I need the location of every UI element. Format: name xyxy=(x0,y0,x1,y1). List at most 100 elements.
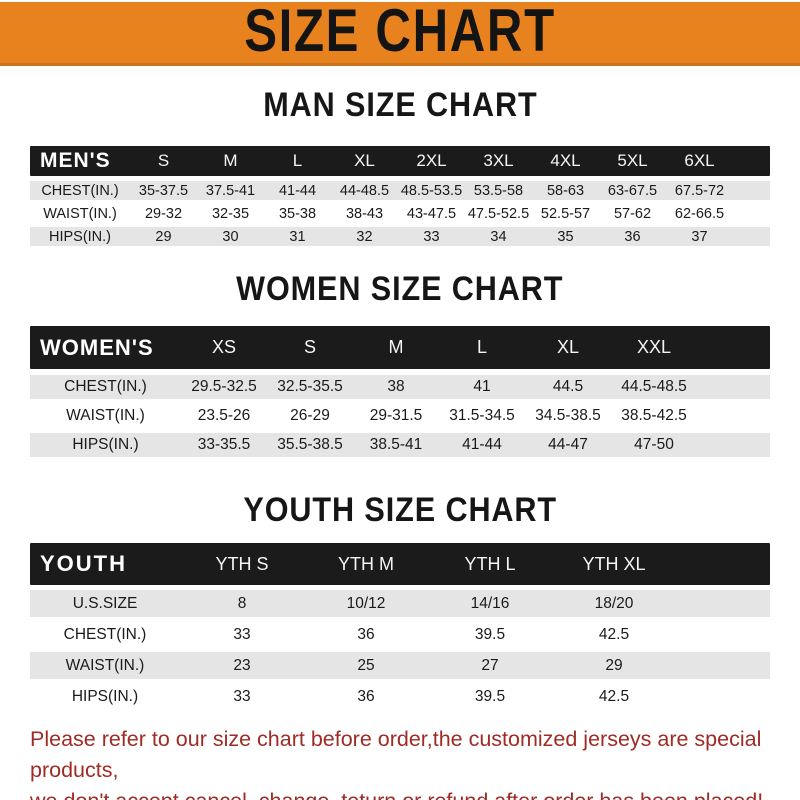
banner-title: SIZE CHART xyxy=(244,0,556,64)
size-value-cell: 43-47.5 xyxy=(406,205,457,222)
size-value-cell: 36 xyxy=(357,687,375,705)
size-row: HIPS(IN.) 33-35.5 35.5-38.5 38.5-41 41-44 44-… xyxy=(30,433,770,457)
column-header-cell: YTH L xyxy=(464,553,516,574)
banner: SIZE CHART xyxy=(0,0,800,66)
women-size-table: WOMEN'S XS S M L XL XXL CHEST(IN.) 29.5-32.5 32.5… xyxy=(30,326,770,457)
size-value-cell: 36 xyxy=(624,228,641,245)
size-value-cell: 32 xyxy=(356,228,373,245)
size-value-cell: 62-66.5 xyxy=(674,205,725,222)
size-value-cell: 41-44 xyxy=(462,436,502,453)
size-value-cell: 29-32 xyxy=(144,205,183,222)
column-header-cell: XL xyxy=(556,337,580,357)
row-label-cell: WAIST(IN.) xyxy=(66,407,145,424)
size-value-cell: 47-50 xyxy=(634,436,674,453)
size-value-cell: 32-35 xyxy=(211,205,250,222)
size-value-cell: 38 xyxy=(387,378,405,395)
size-row: CHEST(IN.) 35-37.5 37.5-41 41-44 44-48.5 48.5… xyxy=(30,181,770,200)
size-row: CHEST(IN.) 29.5-32.5 32.5-35.5 38 41 44.5 44.5… xyxy=(30,375,770,399)
size-value-cell: 35-38 xyxy=(278,205,317,222)
size-value-cell: 44-48.5 xyxy=(339,182,390,199)
men-heading-text: MAN SIZE CHART xyxy=(262,86,538,124)
size-value-cell: 42.5 xyxy=(598,625,630,643)
size-value-cell: 30 xyxy=(222,228,239,245)
column-header-cell: L xyxy=(292,151,303,170)
size-row: WAIST(IN.) 23.5-26 26-29 29-31.5 31.5-34.5 34… xyxy=(30,404,770,428)
size-value-cell: 8 xyxy=(237,594,247,612)
size-value-cell: 44.5 xyxy=(552,378,584,395)
size-value-cell: 33 xyxy=(233,687,251,705)
size-row: WAIST(IN.) 23 25 27 29 xyxy=(30,652,770,679)
column-header-cell: XL xyxy=(354,151,375,170)
row-label-cell: HIPS(IN.) xyxy=(72,436,139,453)
men-size-table: MEN'S S M L XL 2XL 3XL 4XL 5XL 6XL CHEST(IN.) 35-37… xyxy=(30,146,770,246)
row-label-cell: WAIST(IN.) xyxy=(65,656,145,674)
column-header-cell: S xyxy=(303,337,316,357)
column-header-cell: YTH S xyxy=(215,553,269,574)
table-title-cell: MEN'S xyxy=(40,149,111,172)
table-title-cell: YOUTH xyxy=(40,551,127,576)
column-header-cell: 5XL xyxy=(617,151,648,170)
column-header-cell: S xyxy=(157,151,170,170)
column-header-cell: 2XL xyxy=(416,151,447,170)
size-value-cell: 37.5-41 xyxy=(205,182,256,199)
size-value-cell: 32.5-35.5 xyxy=(277,378,343,395)
row-label-cell: HIPS(IN.) xyxy=(48,228,112,245)
size-value-cell: 25 xyxy=(357,656,375,674)
column-header-cell: YTH XL xyxy=(582,553,646,574)
women-heading-text: WOMEN SIZE CHART xyxy=(236,270,564,308)
size-value-cell: 35 xyxy=(557,228,574,245)
women-section-heading: WOMEN SIZE CHART xyxy=(0,272,800,306)
size-value-cell: 44-47 xyxy=(548,436,588,453)
size-value-cell: 31.5-34.5 xyxy=(449,407,515,424)
size-value-cell: 29 xyxy=(605,656,623,674)
size-value-cell: 29 xyxy=(155,228,172,245)
footer-notice: Please refer to our size chart before or… xyxy=(0,724,800,800)
size-value-cell: 31 xyxy=(289,228,306,245)
size-value-cell: 41-44 xyxy=(278,182,317,199)
size-value-cell: 38-43 xyxy=(345,205,384,222)
size-row: WAIST(IN.) 29-32 32-35 35-38 38-43 43-47.5 47.… xyxy=(30,204,770,223)
size-row: HIPS(IN.) 33 36 39.5 42.5 xyxy=(30,683,770,710)
size-value-cell: 35-37.5 xyxy=(138,182,189,199)
column-header-cell: L xyxy=(476,337,487,357)
column-header-cell: YTH M xyxy=(338,553,394,574)
size-value-cell: 36 xyxy=(357,625,375,643)
column-header-cell: 6XL xyxy=(684,151,715,170)
size-value-cell: 34.5-38.5 xyxy=(535,407,601,424)
size-value-cell: 42.5 xyxy=(598,687,630,705)
table-header-row: MEN'S S M L XL 2XL 3XL 4XL 5XL 6XL xyxy=(30,146,770,176)
size-value-cell: 35.5-38.5 xyxy=(277,436,343,453)
size-value-cell: 37 xyxy=(691,228,708,245)
row-label-cell: HIPS(IN.) xyxy=(71,687,139,705)
column-header-cell: M xyxy=(223,151,238,170)
youth-size-table: YOUTH YTH S YTH M YTH L YTH XL U.S.SIZE 8 10/12… xyxy=(30,543,770,710)
size-value-cell: 57-62 xyxy=(613,205,652,222)
youth-heading-text: YOUTH SIZE CHART xyxy=(243,491,557,529)
size-value-cell: 39.5 xyxy=(474,625,506,643)
column-header-cell: 4XL xyxy=(550,151,581,170)
size-row: CHEST(IN.) 33 36 39.5 42.5 xyxy=(30,621,770,648)
men-section-heading: MAN SIZE CHART xyxy=(0,88,800,122)
size-value-cell: 34 xyxy=(490,228,507,245)
size-value-cell: 26-29 xyxy=(290,407,330,424)
size-value-cell: 29-31.5 xyxy=(369,407,423,424)
size-value-cell: 38.5-42.5 xyxy=(621,407,687,424)
table-title-cell: WOMEN'S xyxy=(40,334,154,360)
size-value-cell: 29.5-32.5 xyxy=(191,378,257,395)
size-value-cell: 52.5-57 xyxy=(540,205,591,222)
size-value-cell: 41 xyxy=(473,378,491,395)
size-value-cell: 39.5 xyxy=(474,687,506,705)
notice-line-1: Please refer to our size chart before or… xyxy=(30,727,762,782)
size-value-cell: 10/12 xyxy=(346,594,386,612)
size-row: HIPS(IN.) 29 30 31 32 33 34 35 36 37 xyxy=(30,227,770,246)
row-label-cell: CHEST(IN.) xyxy=(41,182,119,199)
size-value-cell: 53.5-58 xyxy=(473,182,524,199)
column-header-cell: 3XL xyxy=(483,151,514,170)
row-label-cell: CHEST(IN.) xyxy=(64,378,147,395)
table-header-row: YOUTH YTH S YTH M YTH L YTH XL xyxy=(30,543,770,585)
size-row: U.S.SIZE 8 10/12 14/16 18/20 xyxy=(30,590,770,617)
column-header-cell: XS xyxy=(211,337,236,357)
size-value-cell: 67.5-72 xyxy=(674,182,725,199)
size-value-cell: 23 xyxy=(233,656,251,674)
